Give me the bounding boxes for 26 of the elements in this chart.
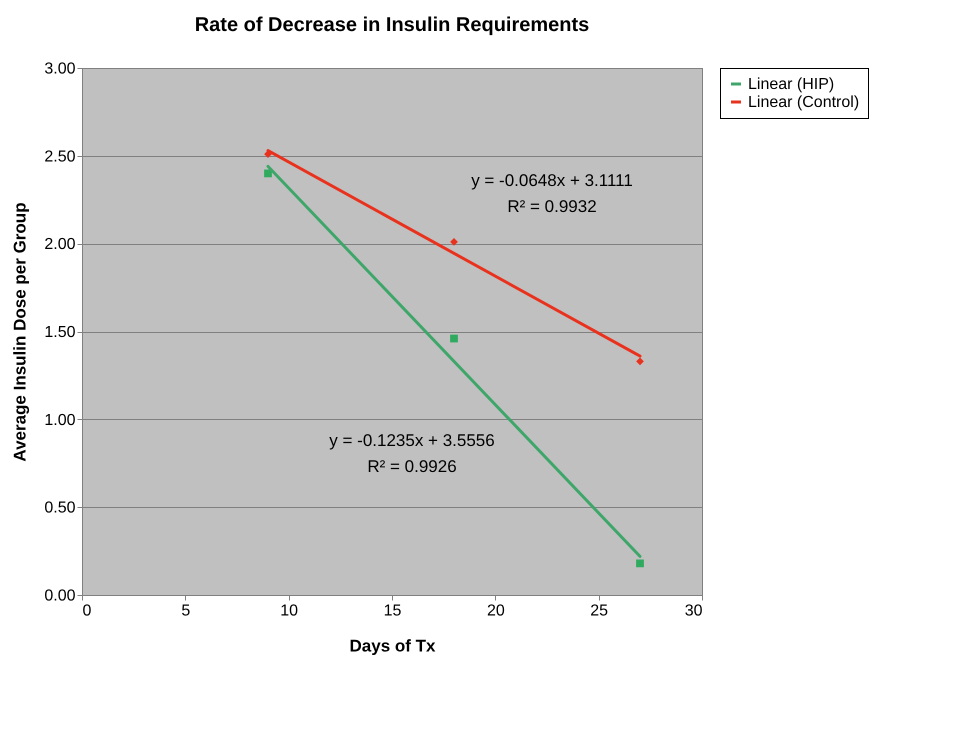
y-axis-title: Average Insulin Dose per Group (10, 202, 30, 462)
point (636, 357, 644, 366)
annotation: y = -0.0648x + 3.1111 R² = 0.9932 (471, 171, 633, 216)
x-tick-label: 5 (181, 602, 190, 620)
point (450, 238, 458, 246)
x-tick-label: 15 (384, 602, 402, 620)
chart-title: Rate of Decrease in Insulin Requirements (194, 14, 590, 36)
y-tick-label: 2.00 (44, 236, 76, 254)
point (264, 170, 272, 178)
legend-label: Linear (Control) (748, 94, 860, 111)
x-tick-label: 10 (280, 602, 298, 620)
x-tick-label: 20 (486, 602, 505, 620)
point (636, 560, 644, 568)
y-tick-label: 2.50 (44, 148, 76, 166)
y-tick-label: 0.50 (44, 500, 76, 517)
y-tick-label: 1.50 (44, 324, 76, 341)
x-tick-label: 25 (590, 602, 608, 620)
y-tick-label: 0.00 (44, 588, 76, 604)
legend-label: Linear (HIP) (748, 76, 834, 93)
y-tick-label: 1.00 (44, 412, 76, 429)
x-axis-title: Days of Tx (350, 636, 436, 656)
x-tick-label: 0 (82, 602, 92, 620)
point (450, 334, 458, 342)
y-tick-label: 3.00 (44, 60, 76, 78)
annotation: y = -0.1235x + 3.5556 R² = 0.9926 (329, 431, 495, 476)
x-tick-label: 30 (684, 602, 703, 620)
